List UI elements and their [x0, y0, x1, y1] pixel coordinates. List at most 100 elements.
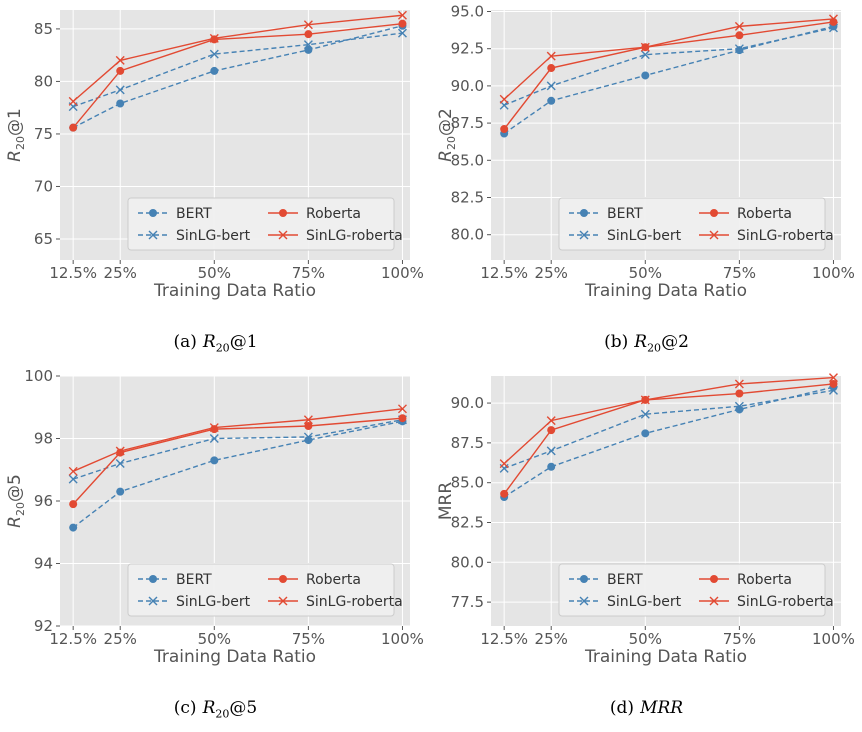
data-point-sinlg-bert — [115, 459, 125, 468]
x-marker-stroke — [278, 596, 288, 606]
data-point-sinlg-bert — [640, 409, 650, 419]
x-marker-stroke — [303, 40, 313, 50]
chart-c: 12.5% 25% 50% 75% 100% 92 94 96 98 100 Training Da… — [5, 367, 424, 667]
x-tick-label: 25% — [535, 264, 568, 282]
x-marker-stroke — [640, 409, 650, 419]
legend-marker-sinlg-bert — [579, 230, 589, 240]
legend-marker-sinlg-bert — [579, 596, 589, 606]
x-tick-label: 12.5% — [480, 264, 528, 282]
legend-label-sinlg-bert: SinLG-bert — [176, 228, 251, 244]
data-point-sinlg-bert — [640, 50, 650, 60]
x-tick-label: 50% — [629, 630, 662, 648]
data-point-roberta — [547, 426, 556, 435]
y-axis-title-suffix: @2 — [436, 108, 456, 136]
data-point-sinlg-roberta — [734, 379, 744, 389]
data-point-sinlg-bert — [209, 49, 219, 59]
legend-box — [558, 197, 826, 251]
x-tick-label: 50% — [629, 264, 662, 282]
legend-marker-roberta — [710, 575, 718, 583]
legend-label-sinlg-bert: SinLG-bert — [176, 594, 251, 610]
y-axis-title-main: R — [5, 150, 25, 162]
data-point-bert — [210, 456, 219, 465]
chart-panel-d: 12.5% 25% 50% 75% 100% 77.5 80.0 82.5 85.0 87.5 90… — [431, 366, 862, 732]
data-point-sinlg-bert — [734, 44, 744, 54]
legend-label-sinlg-roberta: SinLG-roberta — [306, 594, 403, 610]
data-point-bert — [116, 99, 125, 108]
x-tick-label: 100% — [381, 264, 424, 282]
legend-marker-bert — [149, 575, 157, 583]
data-point-sinlg-roberta — [828, 14, 838, 24]
legend-label-sinlg-roberta: SinLG-roberta — [306, 228, 403, 244]
x-marker-stroke — [640, 50, 650, 60]
x-marker-stroke — [499, 459, 509, 469]
x-tick-label: 12.5% — [49, 264, 97, 282]
y-axis-title-main: MRR — [436, 482, 456, 520]
y-tick-label: 87.5 — [451, 434, 484, 452]
caption-metric: R — [634, 332, 648, 352]
y-tick-label: 82.5 — [451, 513, 484, 531]
data-point-sinlg-roberta — [303, 20, 313, 30]
x-tick-label: 100% — [381, 630, 424, 648]
data-point-roberta — [735, 389, 744, 398]
x-marker-stroke — [115, 446, 125, 456]
data-point-sinlg-roberta — [68, 466, 78, 476]
x-tick-label: 50% — [198, 264, 231, 282]
legend-label-sinlg-bert: SinLG-bert — [607, 228, 682, 244]
legend-label-bert: BERT — [607, 206, 643, 222]
caption-sub: 20 — [215, 341, 230, 355]
y-tick-label: 80.0 — [451, 226, 484, 244]
x-axis-title: Training Data Ratio — [584, 281, 747, 301]
x-tick-label: 75% — [292, 630, 325, 648]
x-marker-stroke — [115, 459, 125, 468]
x-marker-stroke — [828, 14, 838, 24]
x-marker-stroke — [579, 230, 589, 240]
y-tick-label: 85.0 — [451, 474, 484, 492]
y-axis-title-suffix: @1 — [5, 108, 25, 136]
x-marker-stroke — [734, 44, 744, 54]
caption-label: (c) — [173, 698, 197, 718]
data-point-sinlg-roberta — [209, 33, 219, 43]
x-tick-label: 100% — [812, 630, 855, 648]
data-point-sinlg-bert — [546, 81, 556, 91]
data-point-sinlg-roberta — [546, 51, 556, 61]
y-tick-label: 85 — [34, 20, 53, 38]
data-point-sinlg-roberta — [209, 423, 219, 433]
caption-suffix: @1 — [229, 332, 258, 352]
y-tick-label: 94 — [34, 555, 53, 573]
data-point-bert — [735, 46, 744, 55]
data-point-roberta — [500, 489, 509, 498]
legend: BERT SinLG-bert Roberta SinLG-roberta — [127, 197, 403, 251]
data-point-bert — [547, 462, 556, 471]
chart-a: 12.5% 25% 50% 75% 100% 65 70 75 80 85 Training Dat… — [5, 10, 424, 301]
x-marker-stroke — [209, 33, 219, 43]
y-tick-label: 77.5 — [451, 593, 484, 611]
legend: BERT SinLG-bert Roberta SinLG-roberta — [127, 563, 403, 617]
data-point-sinlg-bert — [828, 23, 838, 33]
data-point-roberta — [829, 379, 838, 388]
data-point-bert — [69, 523, 78, 532]
series-line-sinlg-bert — [503, 27, 834, 106]
data-point-sinlg-roberta — [734, 21, 744, 31]
legend-label-roberta: Roberta — [306, 206, 361, 222]
x-axis-title: Training Data Ratio — [584, 647, 747, 667]
legend-label-roberta: Roberta — [737, 572, 792, 588]
x-marker-stroke — [828, 373, 838, 383]
x-tick-label: 75% — [723, 264, 756, 282]
y-axis-title: R20@2 — [436, 108, 458, 162]
legend-label-sinlg-bert: SinLG-bert — [607, 594, 682, 610]
legend-label-bert: BERT — [176, 206, 212, 222]
x-marker-stroke — [209, 423, 219, 433]
chart-panel-b: 12.5% 25% 50% 75% 100% 80.0 82.5 85.0 87.5 90.0 92… — [431, 0, 862, 366]
x-marker-stroke — [115, 55, 125, 65]
x-tick-label: 12.5% — [49, 630, 97, 648]
legend: BERT SinLG-bert Roberta SinLG-roberta — [558, 197, 834, 251]
data-point-roberta — [398, 19, 407, 28]
x-marker-stroke — [579, 596, 589, 606]
y-axis-title: R20@5 — [5, 474, 27, 528]
data-point-roberta — [304, 30, 313, 39]
data-point-bert — [547, 96, 556, 105]
y-tick-label: 80.0 — [451, 553, 484, 571]
data-point-sinlg-roberta — [115, 446, 125, 456]
legend-marker-bert — [149, 209, 157, 217]
data-point-roberta — [116, 66, 125, 75]
